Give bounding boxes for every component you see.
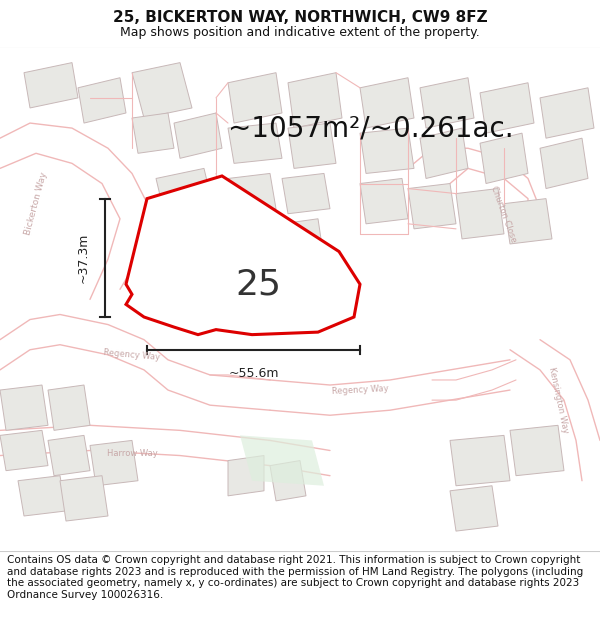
Polygon shape bbox=[228, 72, 282, 123]
Polygon shape bbox=[480, 133, 528, 184]
Text: Kensington Way: Kensington Way bbox=[547, 366, 569, 434]
Polygon shape bbox=[60, 476, 108, 521]
Polygon shape bbox=[126, 176, 360, 334]
Polygon shape bbox=[228, 456, 264, 496]
Polygon shape bbox=[48, 385, 90, 431]
Polygon shape bbox=[132, 62, 192, 118]
Polygon shape bbox=[18, 476, 66, 516]
Polygon shape bbox=[282, 219, 324, 264]
Text: 25, BICKERTON WAY, NORTHWICH, CW9 8FZ: 25, BICKERTON WAY, NORTHWICH, CW9 8FZ bbox=[113, 11, 487, 26]
Polygon shape bbox=[288, 123, 336, 168]
Polygon shape bbox=[450, 436, 510, 486]
Polygon shape bbox=[0, 431, 48, 471]
Text: ~37.3m: ~37.3m bbox=[77, 232, 90, 283]
Polygon shape bbox=[288, 72, 342, 128]
Polygon shape bbox=[240, 436, 324, 486]
Polygon shape bbox=[78, 78, 126, 123]
Polygon shape bbox=[408, 184, 456, 229]
Polygon shape bbox=[420, 78, 474, 128]
Polygon shape bbox=[24, 62, 78, 108]
Text: 25: 25 bbox=[235, 268, 281, 301]
Polygon shape bbox=[540, 88, 594, 138]
Text: Regency Way: Regency Way bbox=[331, 384, 389, 396]
Polygon shape bbox=[228, 219, 276, 264]
Polygon shape bbox=[174, 113, 222, 158]
Polygon shape bbox=[450, 486, 498, 531]
Polygon shape bbox=[540, 138, 588, 189]
Polygon shape bbox=[360, 128, 414, 173]
Text: Regency Way: Regency Way bbox=[103, 348, 161, 362]
Text: Contains OS data © Crown copyright and database right 2021. This information is : Contains OS data © Crown copyright and d… bbox=[7, 555, 583, 600]
Text: ~55.6m: ~55.6m bbox=[228, 368, 279, 381]
Polygon shape bbox=[156, 229, 204, 274]
Polygon shape bbox=[360, 78, 414, 128]
Polygon shape bbox=[282, 173, 330, 214]
Polygon shape bbox=[90, 441, 138, 486]
Polygon shape bbox=[456, 189, 504, 239]
Polygon shape bbox=[270, 461, 306, 501]
Polygon shape bbox=[48, 436, 90, 476]
Polygon shape bbox=[228, 173, 276, 214]
Text: Map shows position and indicative extent of the property.: Map shows position and indicative extent… bbox=[120, 26, 480, 39]
Text: Churton Close: Churton Close bbox=[490, 184, 518, 243]
Polygon shape bbox=[0, 385, 48, 431]
Polygon shape bbox=[504, 199, 552, 244]
Polygon shape bbox=[156, 168, 216, 229]
Polygon shape bbox=[420, 128, 468, 179]
Polygon shape bbox=[228, 123, 282, 163]
Polygon shape bbox=[360, 179, 408, 224]
Text: ~1057m²/~0.261ac.: ~1057m²/~0.261ac. bbox=[228, 114, 514, 142]
Text: Bickerton Way: Bickerton Way bbox=[23, 171, 49, 236]
Polygon shape bbox=[132, 113, 174, 153]
Text: Harrow Way: Harrow Way bbox=[107, 449, 157, 458]
Polygon shape bbox=[510, 425, 564, 476]
Polygon shape bbox=[480, 82, 534, 133]
